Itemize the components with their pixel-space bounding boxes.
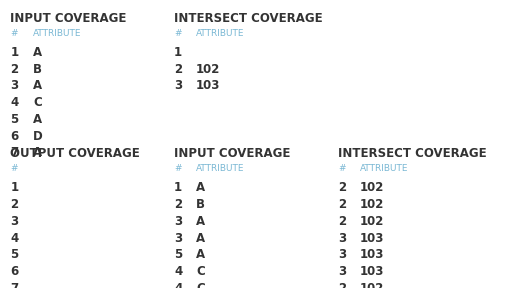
Text: A: A (196, 248, 205, 261)
Text: A: A (196, 181, 205, 194)
Text: 4: 4 (10, 232, 18, 245)
Text: 3: 3 (174, 232, 182, 245)
Text: A: A (196, 232, 205, 245)
Text: 7: 7 (10, 282, 18, 288)
Text: #: # (10, 29, 18, 38)
Text: B: B (196, 198, 205, 211)
Text: INTERSECT COVERAGE: INTERSECT COVERAGE (174, 12, 323, 24)
Text: 2: 2 (10, 63, 18, 76)
Text: 102: 102 (360, 198, 385, 211)
Text: INPUT COVERAGE: INPUT COVERAGE (174, 147, 290, 160)
Text: C: C (33, 96, 42, 109)
Text: 3: 3 (338, 265, 346, 278)
Text: #: # (10, 164, 18, 173)
Text: #: # (174, 164, 182, 173)
Text: 1: 1 (10, 46, 18, 59)
Text: 103: 103 (360, 248, 385, 261)
Text: A: A (33, 46, 42, 59)
Text: 1: 1 (10, 181, 18, 194)
Text: ATTRIBUTE: ATTRIBUTE (196, 29, 245, 38)
Text: A: A (33, 146, 42, 159)
Text: 5: 5 (174, 248, 182, 261)
Text: D: D (33, 130, 43, 143)
Text: 4: 4 (10, 96, 18, 109)
Text: ATTRIBUTE: ATTRIBUTE (33, 29, 82, 38)
Text: #: # (174, 29, 182, 38)
Text: 103: 103 (360, 232, 385, 245)
Text: 2: 2 (338, 198, 346, 211)
Text: 103: 103 (196, 79, 221, 92)
Text: INPUT COVERAGE: INPUT COVERAGE (10, 12, 126, 24)
Text: ATTRIBUTE: ATTRIBUTE (196, 164, 245, 173)
Text: 103: 103 (360, 265, 385, 278)
Text: B: B (33, 63, 42, 76)
Text: 4: 4 (174, 282, 182, 288)
Text: 3: 3 (10, 215, 18, 228)
Text: 102: 102 (360, 282, 385, 288)
Text: 3: 3 (338, 248, 346, 261)
Text: 1: 1 (174, 46, 182, 59)
Text: 2: 2 (338, 181, 346, 194)
Text: 3: 3 (174, 79, 182, 92)
Text: 102: 102 (360, 181, 385, 194)
Text: 2: 2 (10, 198, 18, 211)
Text: 7: 7 (10, 146, 18, 159)
Text: #: # (338, 164, 346, 173)
Text: 5: 5 (10, 113, 18, 126)
Text: A: A (33, 79, 42, 92)
Text: A: A (196, 215, 205, 228)
Text: 2: 2 (338, 215, 346, 228)
Text: 3: 3 (10, 79, 18, 92)
Text: 1: 1 (174, 181, 182, 194)
Text: 102: 102 (360, 215, 385, 228)
Text: 6: 6 (10, 130, 18, 143)
Text: 2: 2 (338, 282, 346, 288)
Text: ATTRIBUTE: ATTRIBUTE (360, 164, 409, 173)
Text: OUTPUT COVERAGE: OUTPUT COVERAGE (10, 147, 140, 160)
Text: C: C (196, 265, 205, 278)
Text: 102: 102 (196, 63, 221, 76)
Text: 2: 2 (174, 63, 182, 76)
Text: 3: 3 (338, 232, 346, 245)
Text: A: A (33, 113, 42, 126)
Text: C: C (196, 282, 205, 288)
Text: INTERSECT COVERAGE: INTERSECT COVERAGE (338, 147, 486, 160)
Text: 6: 6 (10, 265, 18, 278)
Text: 3: 3 (174, 215, 182, 228)
Text: 2: 2 (174, 198, 182, 211)
Text: 4: 4 (174, 265, 182, 278)
Text: 5: 5 (10, 248, 18, 261)
